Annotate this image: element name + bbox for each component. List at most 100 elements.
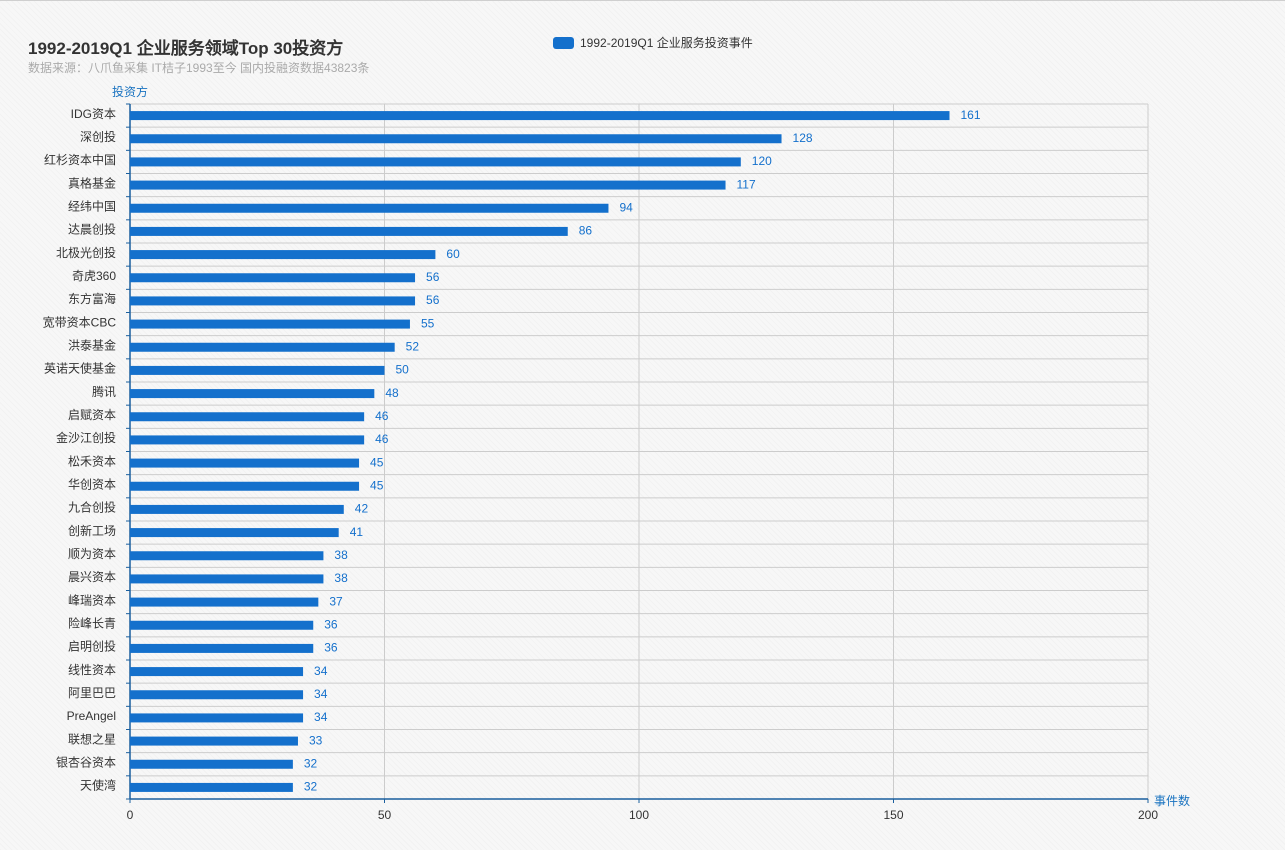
bar	[130, 250, 436, 260]
x-tick-label: 150	[883, 808, 903, 822]
data-label: 161	[960, 108, 980, 122]
y-tick-label: 晨兴资本	[68, 570, 116, 584]
bar	[130, 342, 395, 352]
bar	[130, 226, 568, 236]
bar	[130, 481, 360, 491]
data-label: 32	[304, 780, 318, 794]
data-label: 45	[370, 478, 384, 492]
data-label: 41	[350, 525, 364, 539]
data-label: 52	[406, 339, 420, 353]
bar	[130, 551, 324, 561]
data-label: 34	[314, 710, 328, 724]
data-label: 94	[619, 200, 633, 214]
data-label: 45	[370, 455, 384, 469]
data-label: 36	[324, 617, 338, 631]
data-label: 34	[314, 664, 328, 678]
bar	[130, 319, 410, 329]
y-tick-label: 峰瑞资本	[68, 593, 116, 607]
data-label: 128	[793, 131, 813, 145]
y-tick-label: 顺为资本	[68, 547, 116, 561]
bar	[130, 365, 385, 375]
bar	[130, 504, 344, 514]
bar	[130, 690, 304, 700]
x-tick-label: 200	[1138, 808, 1158, 822]
bar	[130, 111, 950, 121]
bar	[130, 643, 314, 653]
bar	[130, 435, 365, 445]
y-tick-label: 达晨创投	[68, 222, 116, 237]
y-tick-label: 创新工场	[68, 523, 116, 538]
y-tick-label: 九合创投	[68, 500, 116, 515]
bar	[130, 203, 609, 213]
x-tick-label: 50	[378, 808, 392, 822]
legend-label: 1992-2019Q1 企业服务投资事件	[580, 36, 753, 50]
bar	[130, 620, 314, 630]
bar	[130, 157, 741, 167]
data-label: 60	[446, 247, 460, 261]
frame-border	[0, 0, 1285, 1]
y-tick-label: 银杏谷资本	[56, 755, 116, 769]
y-tick-label: 松禾资本	[68, 454, 116, 468]
y-tick-label: 天使湾	[80, 778, 116, 793]
y-tick-label: 启明创投	[68, 639, 116, 654]
data-label: 120	[752, 154, 772, 168]
bar	[130, 597, 319, 607]
data-label: 48	[385, 386, 399, 400]
bar	[130, 412, 365, 422]
data-label: 32	[304, 756, 318, 770]
data-label: 117	[737, 177, 756, 191]
y-tick-label: PreAngel	[67, 709, 116, 723]
y-tick-label: 经纬中国	[68, 198, 116, 213]
data-label: 46	[375, 409, 389, 423]
data-label: 36	[324, 641, 338, 655]
bar	[130, 528, 339, 538]
data-label: 50	[396, 363, 410, 377]
y-tick-label: 阿里巴巴	[68, 686, 116, 700]
x-tick-label: 0	[127, 808, 134, 822]
y-tick-label: 东方富海	[68, 291, 116, 306]
data-label: 56	[426, 293, 440, 307]
bar	[130, 134, 782, 144]
bar	[130, 389, 375, 399]
bar	[130, 736, 298, 746]
y-tick-label: 腾讯	[92, 384, 116, 399]
y-tick-label: 红杉资本中国	[44, 152, 116, 167]
data-label: 33	[309, 733, 323, 747]
bar	[130, 180, 726, 190]
data-label: 42	[355, 502, 369, 516]
y-tick-label: 深创投	[80, 129, 116, 144]
y-tick-label: 联想之星	[68, 731, 116, 746]
bar	[130, 574, 324, 584]
bar	[130, 667, 304, 677]
legend-item[interactable]: 1992-2019Q1 企业服务投资事件	[553, 34, 753, 51]
data-label: 46	[375, 432, 389, 446]
x-tick-label: 100	[629, 808, 649, 822]
y-tick-label: 英诺天使基金	[44, 361, 116, 376]
bar	[130, 296, 416, 306]
y-tick-label: IDG资本	[71, 107, 116, 121]
chart-subtitle: 数据来源：八爪鱼采集 IT桔子1993至今 国内投融资数据43823条	[28, 61, 370, 75]
y-tick-label: 洪泰基金	[68, 337, 116, 352]
chart-title: 1992-2019Q1 企业服务领域Top 30投资方	[28, 39, 344, 58]
y-tick-label: 真格基金	[68, 175, 116, 190]
data-label: 55	[421, 316, 435, 330]
data-label: 38	[334, 548, 348, 562]
y-tick-label: 金沙江创投	[56, 430, 116, 445]
y-tick-label: 宽带资本CBC	[43, 314, 117, 329]
y-tick-label: 线性资本	[68, 663, 116, 677]
data-label: 38	[334, 571, 348, 585]
data-label: 86	[579, 224, 593, 238]
bar	[130, 458, 360, 468]
data-label: 37	[329, 594, 343, 608]
y-tick-label: 险峰长青	[68, 615, 116, 630]
data-label: 56	[426, 270, 440, 284]
y-tick-label: 启赋资本	[68, 408, 116, 422]
y-axis-name: 投资方	[112, 84, 148, 99]
y-tick-label: 华创资本	[68, 477, 116, 491]
legend-swatch	[553, 36, 574, 49]
bar	[130, 713, 304, 723]
x-axis-name: 事件数	[1154, 793, 1190, 808]
data-label: 34	[314, 687, 328, 701]
bar	[130, 759, 293, 769]
